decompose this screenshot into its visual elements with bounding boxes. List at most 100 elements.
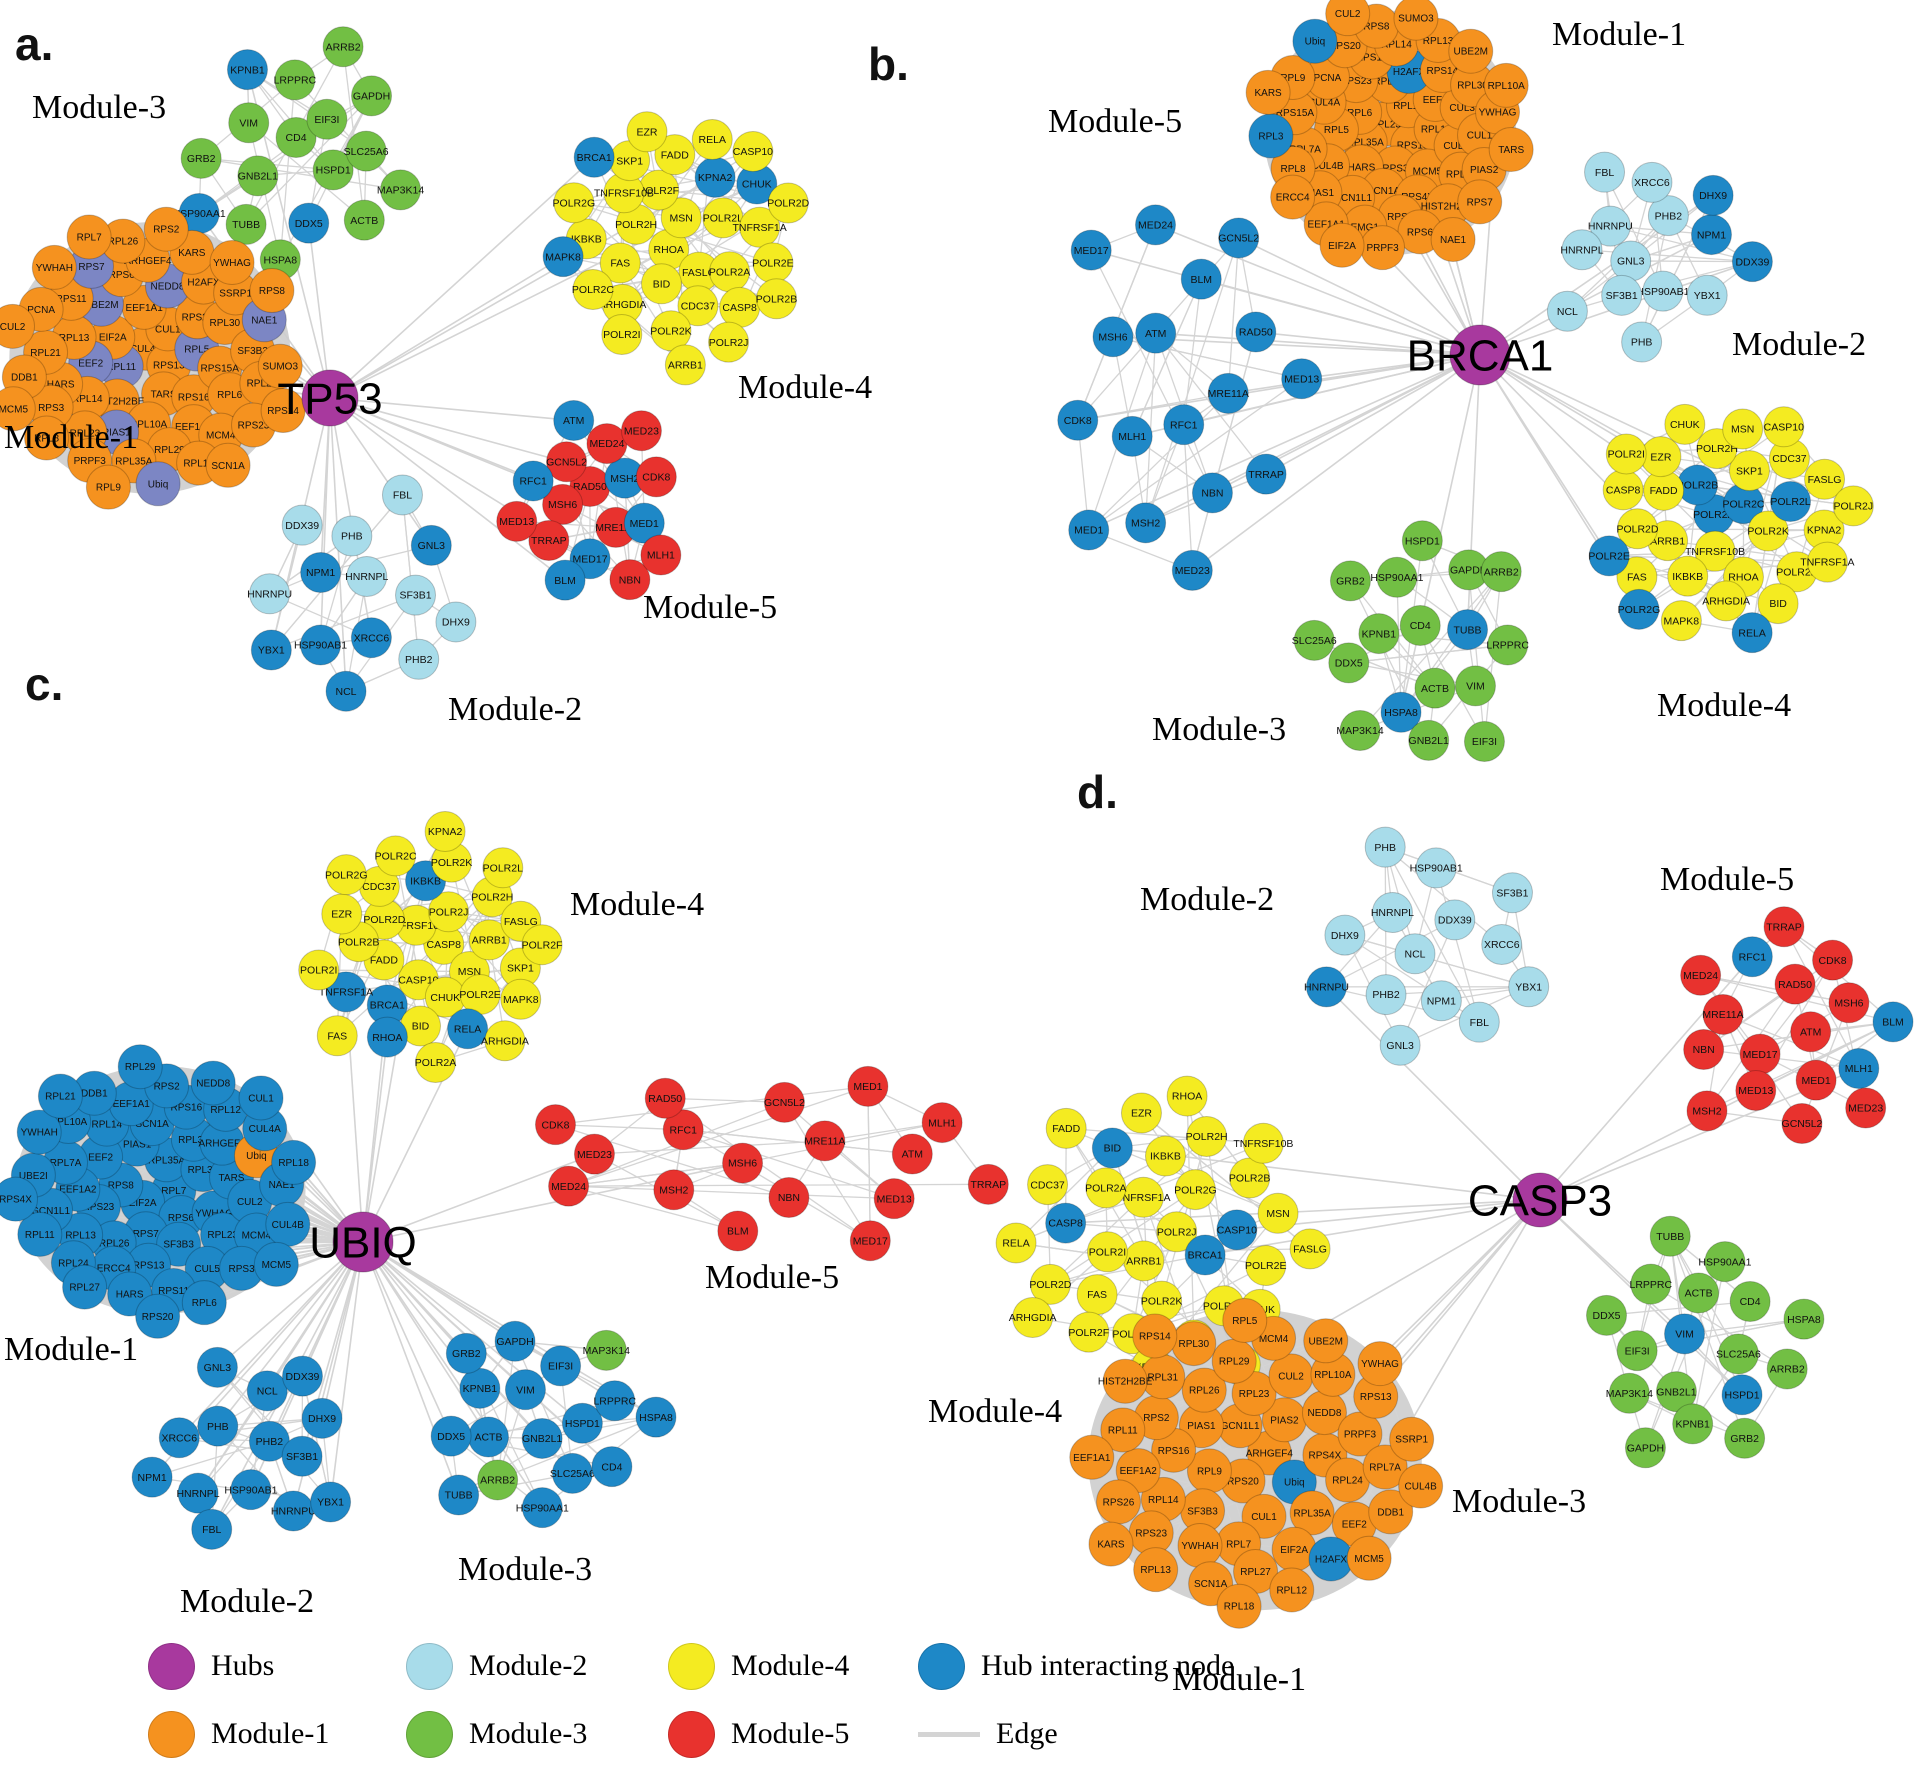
node-RAD50[interactable]: RAD50 <box>644 1077 686 1119</box>
node-circle[interactable] <box>1329 560 1371 602</box>
node-circle[interactable] <box>1463 720 1505 762</box>
node-circle[interactable] <box>1480 551 1522 593</box>
node-VIM[interactable]: VIM <box>504 1369 546 1411</box>
node-GRB2[interactable]: GRB2 <box>180 137 222 179</box>
node-circle[interactable] <box>1508 966 1550 1008</box>
node-circle[interactable] <box>1085 1167 1127 1209</box>
node-circle[interactable] <box>662 1109 704 1151</box>
node-RELA[interactable]: RELA <box>1731 612 1773 654</box>
node-circle[interactable] <box>594 1380 636 1422</box>
node-POLR2E[interactable]: POLR2E <box>752 242 794 284</box>
node-circle[interactable] <box>1415 847 1457 889</box>
node-circle[interactable] <box>1235 311 1277 353</box>
node-circle[interactable] <box>350 617 392 659</box>
node-MED24[interactable]: MED24 <box>1680 954 1722 996</box>
node-circle[interactable] <box>351 75 393 117</box>
node-ACTB[interactable]: ACTB <box>467 1416 509 1458</box>
node-circle[interactable] <box>288 202 330 244</box>
node-circle[interactable] <box>873 1178 915 1220</box>
node-circle[interactable] <box>1269 1567 1315 1613</box>
node-MSH2[interactable]: MSH2 <box>653 1169 695 1211</box>
node-RELA[interactable]: RELA <box>447 1008 489 1050</box>
node-DHX9[interactable]: DHX9 <box>1692 174 1734 216</box>
node-circle[interactable] <box>1362 1444 1408 1490</box>
node-circle[interactable] <box>1135 312 1177 354</box>
node-circle[interactable] <box>281 1355 323 1397</box>
node-TUBB[interactable]: TUBB <box>1649 1215 1691 1257</box>
node-circle[interactable] <box>343 199 385 241</box>
node-circle[interactable] <box>1174 1169 1216 1211</box>
node-circle[interactable] <box>995 1222 1037 1264</box>
node-circle[interactable] <box>1790 1011 1832 1053</box>
node-CDK8[interactable]: CDK8 <box>1812 939 1854 981</box>
node-VIM[interactable]: VIM <box>228 102 270 144</box>
node-circle[interactable] <box>1368 1489 1414 1535</box>
node-MRE11A[interactable]: MRE11A <box>1702 993 1744 1035</box>
node-circle[interactable] <box>1731 241 1773 283</box>
node-FASLG[interactable]: FASLG <box>1289 1228 1331 1270</box>
node-EZR[interactable]: EZR <box>626 111 668 153</box>
node-circle[interactable] <box>1156 1211 1198 1253</box>
node-MSH6[interactable]: MSH6 <box>1092 316 1134 358</box>
node-FBL[interactable]: FBL <box>1458 1001 1500 1043</box>
node-circle[interactable] <box>1664 403 1706 445</box>
node-ATM[interactable]: ATM <box>1135 312 1177 354</box>
node-circle[interactable] <box>1339 709 1381 751</box>
node-circle[interactable] <box>435 601 477 643</box>
node-SLC25A6[interactable]: SLC25A6 <box>1716 1333 1761 1375</box>
node-circle[interactable] <box>1211 1338 1257 1384</box>
node-BLM[interactable]: BLM <box>544 559 586 601</box>
node-DDX5[interactable]: DDX5 <box>430 1415 472 1457</box>
node-circle[interactable] <box>85 464 131 510</box>
node-circle[interactable] <box>1133 1547 1179 1593</box>
node-circle[interactable] <box>1806 541 1848 583</box>
node-TNFRSF10B[interactable]: TNFRSF10B <box>1233 1122 1293 1164</box>
node-EIF3I[interactable]: EIF3I <box>1616 1330 1658 1372</box>
node-RPL29[interactable]: RPL29 <box>1211 1338 1257 1384</box>
node-circle[interactable] <box>1828 982 1870 1024</box>
node-KPNA2[interactable]: KPNA2 <box>424 810 466 852</box>
node-MAPK8[interactable]: MAPK8 <box>1660 600 1702 642</box>
node-EEF1A1[interactable]: EEF1A1 <box>1069 1434 1115 1480</box>
node-RELA[interactable]: RELA <box>691 119 733 161</box>
node-circle[interactable] <box>1832 485 1874 527</box>
node-KARS[interactable]: KARS <box>1088 1521 1134 1567</box>
node-circle[interactable] <box>281 1435 323 1477</box>
node-circle[interactable] <box>62 1264 108 1310</box>
node-POLR2A[interactable]: POLR2A <box>415 1042 456 1084</box>
node-ARRB2[interactable]: ARRB2 <box>1766 1348 1808 1390</box>
node-circle[interactable] <box>1029 1263 1071 1305</box>
node-circle[interactable] <box>1027 1164 1069 1206</box>
node-circle[interactable] <box>1325 0 1371 37</box>
node-circle[interactable] <box>325 854 367 896</box>
node-circle[interactable] <box>274 59 316 101</box>
node-POLR2I[interactable]: POLR2I <box>1086 1231 1128 1273</box>
node-circle[interactable] <box>331 515 373 557</box>
node-MAP3K14[interactable]: MAP3K14 <box>1336 709 1384 751</box>
node-ARRB1[interactable]: ARRB1 <box>1123 1240 1165 1282</box>
node-circle[interactable] <box>540 1345 582 1387</box>
node-circle[interactable] <box>24 415 70 461</box>
node-circle[interactable] <box>238 1075 284 1121</box>
node-circle[interactable] <box>1686 274 1728 316</box>
node-IKBKB[interactable]: IKBKB <box>1667 555 1709 597</box>
node-circle[interactable] <box>1245 453 1287 495</box>
node-RPL29[interactable]: RPL29 <box>117 1044 163 1090</box>
node-MAP3K14[interactable]: MAP3K14 <box>583 1329 630 1371</box>
node-circle[interactable] <box>640 263 682 305</box>
node-circle[interactable] <box>1686 1090 1728 1132</box>
node-MAP3K14[interactable]: MAP3K14 <box>377 169 424 211</box>
node-circle[interactable] <box>1293 619 1335 661</box>
node-VIM[interactable]: VIM <box>1454 665 1496 707</box>
node-LRPPRC[interactable]: LRPPRC <box>274 59 317 101</box>
node-circle[interactable] <box>1838 1048 1880 1090</box>
node-CD4[interactable]: CD4 <box>1399 605 1441 647</box>
node-KPNB1[interactable]: KPNB1 <box>1672 1403 1714 1445</box>
node-POLR2I[interactable]: POLR2I <box>601 314 643 356</box>
node-POLR2H[interactable]: POLR2H <box>1186 1115 1228 1157</box>
node-circle[interactable] <box>158 1417 200 1459</box>
node-circle[interactable] <box>1683 1029 1725 1071</box>
node-RPS2[interactable]: RPS2 <box>143 206 189 252</box>
node-GNL3[interactable]: GNL3 <box>410 524 452 566</box>
node-circle[interactable] <box>1111 415 1153 457</box>
